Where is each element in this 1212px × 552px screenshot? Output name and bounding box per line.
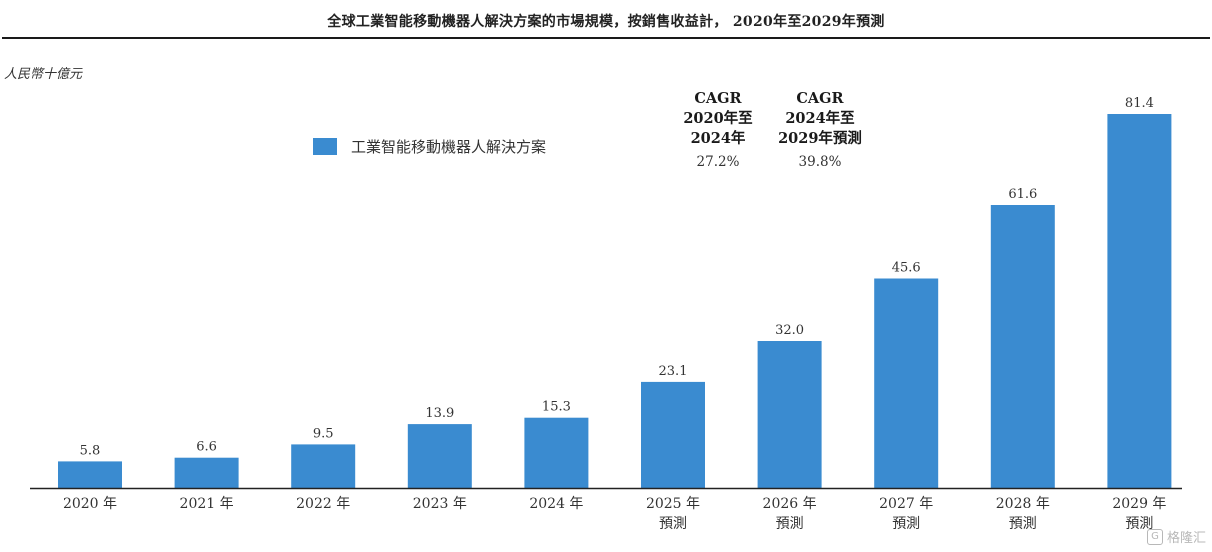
bar — [407, 424, 472, 488]
x-tick-label: 預測 — [1009, 516, 1037, 532]
data-label: 45.6 — [892, 261, 921, 276]
logo-icon: G — [1146, 528, 1163, 545]
data-label: 9.5 — [313, 426, 334, 441]
x-tick-label: 2020 年 — [63, 496, 117, 512]
x-tick-label: 2023 年 — [413, 496, 467, 512]
cagr-title-line: CAGR — [694, 90, 742, 107]
cagr-title-line: 2024年 — [690, 130, 746, 147]
bar — [641, 381, 705, 488]
chart-title: 全球工業智能移動機器人解決方案的市場規模，按銷售收益計， 2020年至2029年… — [327, 14, 885, 30]
legend: 工業智能移動機器人解決方案 — [313, 136, 546, 157]
x-tick-label: 2028 年 — [996, 496, 1050, 512]
x-tick-label: 2024 年 — [529, 496, 583, 512]
x-tick-label: 預測 — [776, 516, 804, 532]
data-label: 5.8 — [80, 443, 101, 458]
data-label: 32.0 — [775, 323, 804, 338]
watermark: G 格隆汇 — [1146, 527, 1206, 546]
legend-label: 工業智能移動機器人解決方案 — [351, 138, 547, 156]
x-tick-label: 2026 年 — [763, 496, 817, 512]
data-label: 23.1 — [659, 364, 688, 379]
unit-label: 人民幣十億元 — [4, 67, 83, 82]
cagr-value: 27.2% — [696, 154, 740, 170]
cagr-title-line: 2020年至 — [683, 110, 753, 127]
x-tick-label: 2022 年 — [296, 496, 350, 512]
bar — [291, 444, 356, 488]
x-tick-label: 2025 年 — [646, 496, 700, 512]
data-label: 61.6 — [1008, 187, 1037, 202]
x-tick-label: 2027 年 — [879, 496, 933, 512]
data-label: 81.4 — [1125, 96, 1154, 111]
x-tick-label: 2021 年 — [180, 496, 234, 512]
watermark-text: 格隆汇 — [1166, 531, 1206, 546]
bar — [990, 205, 1055, 488]
data-label: 13.9 — [425, 406, 454, 421]
cagr-2024-2029: CAGR 2024年至 2029年預測 39.8% — [765, 89, 875, 171]
x-tick-label: 2029 年 — [1112, 496, 1166, 512]
bar — [874, 278, 939, 488]
cagr-title-line: 2024年至 — [785, 110, 855, 127]
bar — [757, 341, 822, 488]
bar — [524, 417, 589, 488]
cagr-2020-2024: CAGR 2020年至 2024年 27.2% — [663, 89, 773, 171]
cagr-title-line: 2029年預測 — [778, 130, 862, 147]
bar — [58, 461, 122, 488]
data-label: 6.6 — [196, 440, 217, 455]
legend-swatch — [313, 138, 337, 155]
x-tick-label: 預測 — [659, 516, 687, 532]
x-tick-label: 預測 — [892, 516, 920, 532]
cagr-value: 39.8% — [798, 154, 842, 170]
bar — [1107, 114, 1172, 488]
data-label: 15.3 — [542, 400, 571, 415]
x-tick-label: 預測 — [1125, 516, 1153, 532]
bar — [174, 457, 239, 488]
title-divider — [2, 37, 1210, 39]
cagr-title-line: CAGR — [796, 90, 844, 107]
